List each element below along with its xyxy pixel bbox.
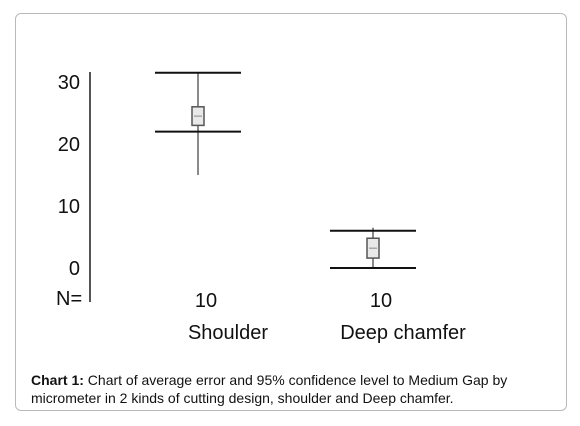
y-tick-label: 30	[58, 72, 80, 94]
category-labels: 10 Shoulder 10 Deep chamfer	[188, 290, 466, 344]
figure-caption: Chart 1: Chart of average error and 95% …	[31, 371, 556, 407]
y-tick-label: 0	[69, 258, 80, 280]
caption-text: Chart of average error and 95% confidenc…	[31, 372, 508, 406]
y-ticks: 0 10 20 30	[58, 72, 80, 280]
y-tick-label: 10	[58, 196, 80, 218]
n-value: 10	[195, 290, 217, 312]
n-value: 10	[370, 290, 392, 312]
figure-frame	[15, 13, 567, 411]
y-tick-label: 20	[58, 134, 80, 156]
n-label: N=	[56, 288, 82, 310]
category-label: Shoulder	[188, 322, 268, 344]
error-bar-marks	[155, 71, 416, 269]
category-label: Deep chamfer	[340, 322, 466, 344]
caption-label: Chart 1:	[31, 372, 84, 388]
